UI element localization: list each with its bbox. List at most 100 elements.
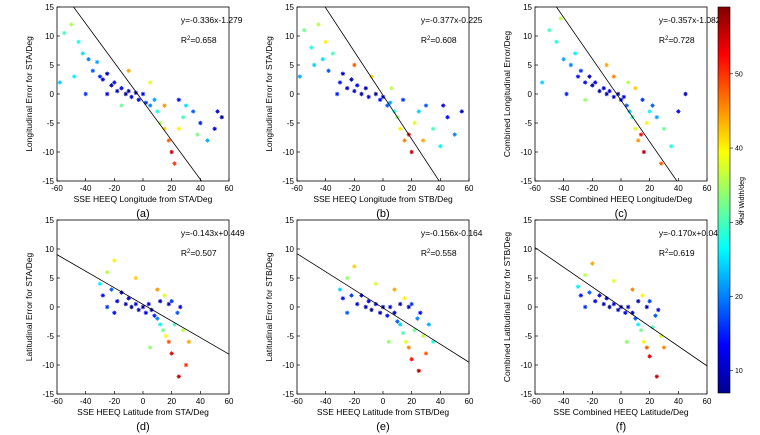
scatter-point: [380, 304, 386, 310]
scatter-point: [363, 86, 368, 91]
scatter-point: [373, 281, 379, 286]
r-squared-symbol: R: [181, 35, 187, 45]
x-tick-label: -20: [109, 397, 121, 406]
plot-frame: [534, 6, 708, 182]
scatter-points: [337, 264, 436, 373]
scatter-point: [668, 144, 674, 149]
scatter-point: [438, 144, 443, 149]
scatter-point: [459, 109, 465, 114]
scatter-point: [373, 91, 379, 97]
panel-label: (d): [136, 421, 149, 433]
r-squared-value: =0.728: [668, 35, 695, 45]
scatter-point: [601, 301, 606, 307]
scatter-point: [406, 304, 411, 310]
scatter-point: [352, 88, 357, 94]
y-tick-label: 10: [523, 32, 532, 41]
y-tick-label: 10: [523, 245, 532, 254]
regression-line: [535, 247, 707, 367]
scatter-point: [309, 45, 314, 50]
scatter-point: [180, 115, 186, 120]
y-tick-label: -10: [282, 148, 294, 157]
panel-label: (b): [376, 208, 389, 220]
x-tick-label: -40: [320, 184, 332, 193]
scatter-point: [380, 94, 386, 100]
x-tick-label: 20: [407, 397, 416, 406]
scatter-point: [297, 74, 303, 79]
colorbar-tick-label: 20: [735, 294, 743, 301]
scatter-point: [558, 16, 563, 21]
scatter-point: [398, 322, 403, 327]
x-tick-label: 40: [436, 397, 445, 406]
x-tick-label: 20: [167, 184, 176, 193]
y-tick-label: 0: [50, 303, 55, 312]
scatter-point: [133, 275, 139, 281]
scatter-point: [97, 74, 103, 79]
scatter-point: [640, 293, 645, 298]
x-tick-label: 20: [407, 184, 416, 193]
scatter-point: [133, 301, 139, 307]
x-tick-label: -40: [80, 397, 92, 406]
scatter-point: [112, 310, 117, 315]
scatter-point: [162, 103, 167, 108]
x-tick-label: -40: [558, 397, 570, 406]
scatter-point: [163, 333, 169, 339]
scatter-point: [415, 316, 420, 321]
fit-equation: y=-0.357x-1.082: [659, 15, 721, 25]
scatter-point: [430, 126, 436, 131]
scatter-point: [94, 59, 100, 65]
x-tick-label: 40: [674, 184, 683, 193]
scatter-point: [430, 339, 436, 344]
y-axis-label: Latitudinal Error for STA/Deg: [24, 252, 34, 361]
plot-frame: [296, 6, 470, 182]
panel-label: (c): [615, 208, 628, 220]
scatter-point: [172, 322, 177, 327]
scatter-point: [400, 330, 406, 336]
scatter-point: [402, 138, 407, 143]
scatter-point: [377, 97, 383, 102]
r-squared-symbol: R: [421, 248, 427, 258]
scatter-point: [615, 91, 621, 97]
scatter-point: [169, 299, 174, 304]
r-squared-symbol: R: [659, 248, 665, 258]
x-tick-label: -40: [558, 184, 570, 193]
scatter-point: [160, 328, 166, 333]
scatter-point: [147, 345, 153, 350]
scatter-point: [582, 304, 588, 310]
scatter-point: [578, 68, 584, 73]
x-tick-label: -20: [349, 184, 361, 193]
scatter-point: [83, 91, 88, 97]
scatter-point: [100, 293, 106, 298]
scatter-point: [178, 304, 183, 310]
y-tick-label: 0: [528, 90, 533, 99]
panel-6: -60 -40 -20 0 20 40 60 -15 -10 -5 0 5 10 15 SSE Combin…: [502, 216, 723, 433]
r-squared-exponent: 2: [187, 249, 191, 255]
scatter-point: [402, 296, 407, 301]
y-tick-label: -15: [42, 390, 54, 399]
scatter-point: [625, 80, 631, 85]
scatter-point: [320, 57, 325, 62]
y-tick-label: -15: [520, 177, 532, 186]
scatter-point: [166, 339, 171, 344]
scatter-point: [445, 115, 450, 120]
panel-3: -60 -40 -20 0 20 40 60 -15 -10 -5 0 5 10 15 SSE Combin…: [502, 3, 721, 220]
scatter-point: [400, 97, 406, 102]
scatter-point: [644, 304, 649, 310]
scatter-point: [146, 301, 151, 307]
x-tick-label: 20: [167, 397, 176, 406]
scatter-point: [344, 275, 350, 281]
x-tick-label: 60: [465, 184, 474, 193]
colorbar-tick-label: 40: [735, 146, 743, 153]
scatter-point: [180, 328, 186, 333]
scatter-point: [389, 86, 394, 91]
scatter-point: [195, 132, 200, 137]
x-axis-label: SSE Combined HEEQ Longitude/Deg: [550, 194, 692, 204]
scatter-point: [582, 80, 588, 85]
scatter-point: [387, 304, 393, 310]
y-tick-label: -5: [287, 332, 295, 341]
scatter-point: [640, 97, 645, 102]
regression-line: [297, 253, 469, 363]
x-tick-label: -60: [291, 397, 303, 406]
scatter-point: [190, 109, 196, 114]
scatter-point: [136, 307, 141, 313]
panel-5: -60 -40 -20 0 20 40 60 -15 -10 -5 0 5 10 15 SSE HEEQ L…: [264, 216, 483, 433]
